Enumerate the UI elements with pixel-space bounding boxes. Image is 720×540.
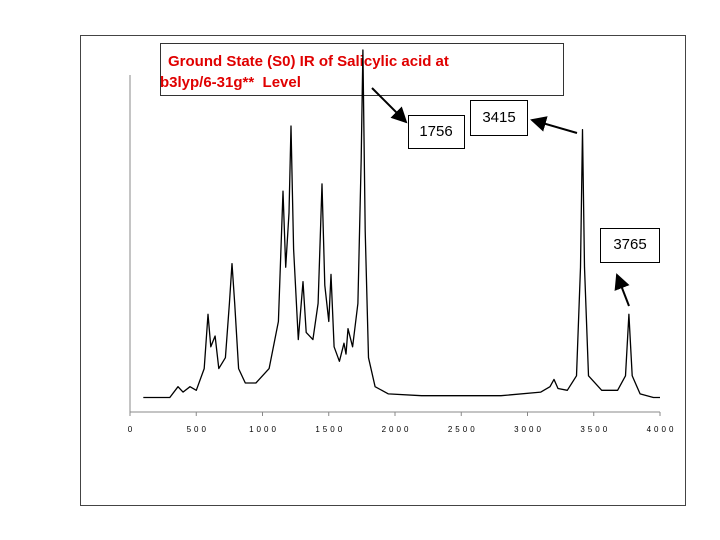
x-tick-label: 1500: [315, 425, 345, 434]
arrow: [614, 273, 630, 307]
x-tick-label: 0: [128, 425, 135, 434]
annotation: 3765: [613, 236, 646, 253]
annotation: 3415: [482, 109, 515, 126]
x-tick-label: 2500: [448, 425, 478, 434]
annotation: 1756: [419, 123, 452, 140]
x-tick-label: 3500: [580, 425, 610, 434]
chart-title: Ground State (S0) IR of Salicylic acid a…: [168, 53, 449, 70]
x-tick-label: 4000: [647, 425, 677, 434]
x-tick-label: 3000: [514, 425, 544, 434]
x-tick-label: 1000: [249, 425, 279, 434]
plot: 0 500 1000 1500 2000 2500 3000 3500 4000: [128, 49, 677, 434]
annotation-box: [600, 228, 660, 263]
arrow: [371, 87, 408, 124]
spectrum-line: [143, 49, 660, 399]
x-tick-label: 500: [187, 425, 209, 434]
chart-title: b3lyp/6-31g** Level: [160, 74, 301, 91]
annotation-box: [408, 115, 465, 149]
x-tick-label: 2000: [382, 425, 412, 434]
annotation-box: [470, 100, 528, 136]
arrow: [530, 116, 578, 134]
frame: [80, 35, 686, 506]
